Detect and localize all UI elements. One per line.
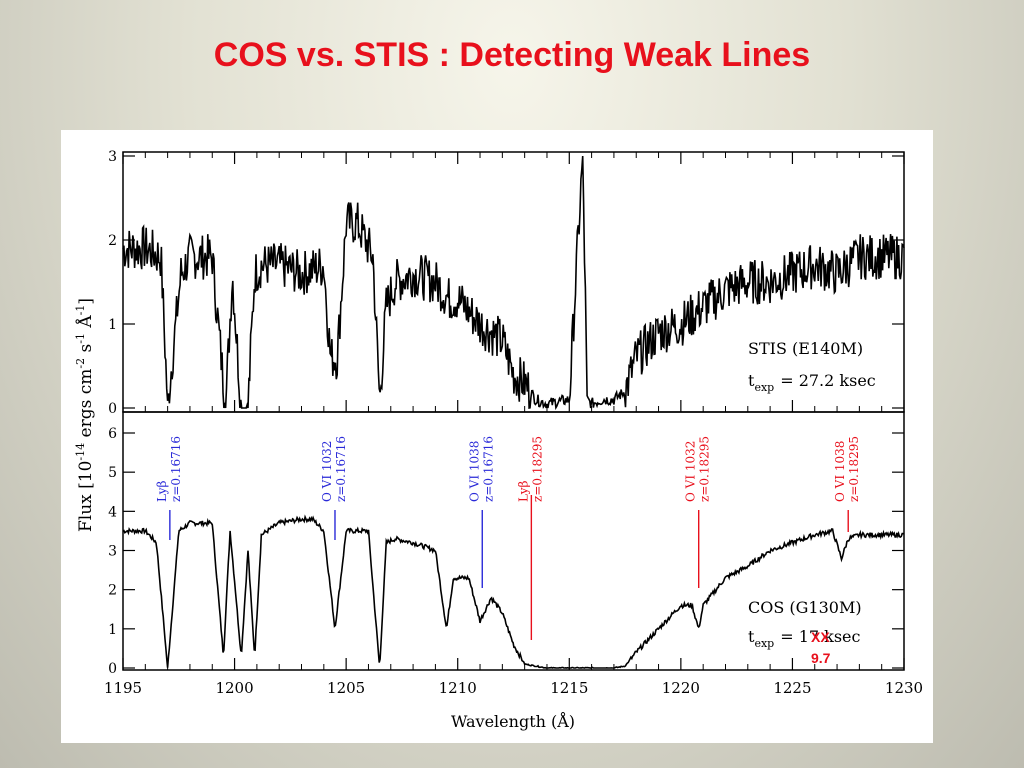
- line-marker-label: O VI 1038: [833, 441, 847, 502]
- line-marker-redshift: z=0.18295: [847, 436, 861, 502]
- line-id-markers: Lyβ z=0.16716 O VI 1032 z=0.16716 O VI 1038 z…: [155, 436, 861, 640]
- bottom-plot-frame: [122, 411, 905, 671]
- stis-spectrum-line: [122, 155, 905, 411]
- line-marker-label: O VI 1032: [684, 441, 698, 502]
- cos-spectrum-line: [122, 514, 905, 669]
- y-axis-label: Flux [10-14 ergs cm-2 s-1 Å-1]: [74, 298, 96, 532]
- slide-title: COS vs. STIS : Detecting Weak Lines: [213, 36, 811, 74]
- x-tick-label: 1225: [773, 679, 811, 697]
- line-marker-redshift: z=0.16716: [169, 436, 183, 502]
- line-marker-redshift: z=0.16716: [481, 436, 495, 502]
- cos-legend: COS (G130M): [748, 598, 862, 617]
- annotation-97: 9.7: [811, 650, 831, 666]
- x-tick-label: 1230: [885, 679, 923, 697]
- y-tick-label: 1: [108, 317, 117, 333]
- line-marker-label: Lyβ: [516, 480, 530, 502]
- cos-texp: texp = 17 ksec: [748, 627, 861, 650]
- y-tick-label: 1: [108, 622, 117, 638]
- x-tick-label: 1215: [550, 679, 588, 697]
- y-tick-label: 0: [108, 661, 117, 677]
- x-tick-label: 1195: [104, 679, 142, 697]
- line-marker-redshift: z=0.16716: [334, 436, 348, 502]
- spectrum-figure: 0 1 2 3 0 1 2 3 4 5 6 1195 1200 1205 1210 1215 1220 122…: [74, 149, 923, 731]
- y-tick-label: 5: [108, 465, 117, 481]
- x-tick-label: 1220: [662, 679, 700, 697]
- stis-texp: texp = 27.2 ksec: [748, 371, 876, 394]
- y-tick-label: 6: [108, 426, 117, 442]
- y-tick-label: 2: [108, 233, 117, 249]
- y-tick-label: 4: [108, 504, 117, 520]
- stis-legend: STIS (E140M): [748, 339, 863, 358]
- x-tick-label: 1205: [327, 679, 365, 697]
- x-tick-label: 1210: [439, 679, 477, 697]
- annotation-xx: XX: [811, 629, 830, 645]
- top-y-ticks: 0 1 2 3: [108, 149, 904, 417]
- line-marker-redshift: z=0.18295: [530, 436, 544, 502]
- x-ticks: 1195 1200 1205 1210 1215 1220 1225 1230: [104, 152, 923, 697]
- figure-panel: 0 1 2 3 0 1 2 3 4 5 6 1195 1200 1205 1210 1215 1220 122…: [61, 130, 933, 743]
- y-tick-label: 2: [108, 583, 117, 599]
- y-tick-label: 3: [108, 149, 117, 165]
- bottom-y-ticks: 0 1 2 3 4 5 6: [108, 426, 904, 677]
- x-tick-label: 1200: [215, 679, 253, 697]
- x-axis-label: Wavelength (Å): [451, 711, 575, 731]
- line-marker-redshift: z=0.18295: [698, 436, 712, 502]
- line-marker-label: O VI 1032: [320, 441, 334, 502]
- line-marker-label: Lyβ: [155, 480, 169, 502]
- line-marker-label: O VI 1038: [467, 441, 481, 502]
- y-tick-label: 3: [108, 544, 117, 560]
- y-tick-label: 0: [108, 401, 117, 417]
